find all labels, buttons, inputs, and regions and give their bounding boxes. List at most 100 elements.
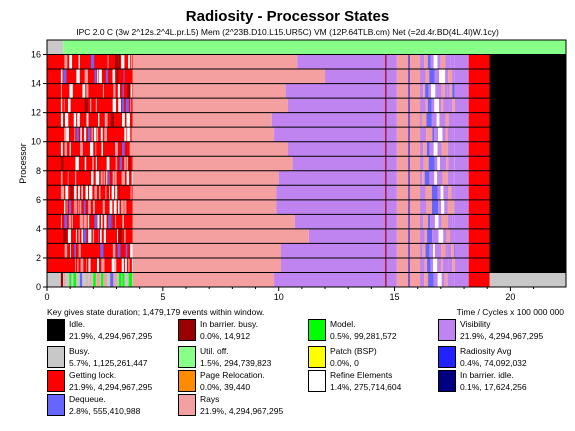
state-segment xyxy=(60,112,64,128)
state-segment xyxy=(429,69,435,84)
state-segment xyxy=(111,257,115,273)
state-segment xyxy=(385,199,387,215)
state-segment xyxy=(90,98,92,113)
state-segment xyxy=(432,228,439,244)
state-segment xyxy=(132,112,272,128)
state-segment xyxy=(425,98,428,113)
state-segment xyxy=(447,272,453,287)
state-segment xyxy=(423,214,429,229)
state-segment xyxy=(132,156,293,171)
state-segment xyxy=(63,199,66,215)
state-segment xyxy=(396,141,421,157)
state-segment xyxy=(441,272,445,287)
state-segment xyxy=(88,257,91,273)
y-tick-label: 14 xyxy=(31,79,41,89)
legend-swatch xyxy=(178,394,196,416)
state-segment xyxy=(130,83,133,99)
state-segment xyxy=(424,257,428,273)
state-segment xyxy=(95,141,97,157)
state-segment xyxy=(431,199,439,215)
state-segment xyxy=(128,257,130,273)
state-segment xyxy=(281,257,397,273)
state-segment xyxy=(130,98,132,113)
state-segment xyxy=(85,257,87,273)
state-segment xyxy=(47,83,133,99)
state-segment xyxy=(396,83,421,99)
state-segment xyxy=(132,199,277,215)
state-segment xyxy=(489,112,566,128)
state-segment xyxy=(127,83,131,99)
state-segment xyxy=(64,141,68,157)
state-segment xyxy=(73,272,77,287)
state-segment xyxy=(452,83,455,99)
state-segment xyxy=(442,170,448,186)
state-segment xyxy=(408,199,410,215)
state-segment xyxy=(47,69,133,84)
state-segment xyxy=(420,199,427,215)
state-segment xyxy=(429,141,434,157)
state-segment xyxy=(449,83,453,99)
state-segment xyxy=(454,214,469,229)
state-segment xyxy=(468,228,490,244)
state-segment xyxy=(408,272,410,287)
state-segment xyxy=(132,228,309,244)
state-segment xyxy=(130,243,133,258)
state-segment xyxy=(385,228,387,244)
state-segment xyxy=(104,112,108,128)
state-segment xyxy=(445,69,449,84)
state-segment xyxy=(439,156,447,171)
x-tick-label: 20 xyxy=(505,292,515,300)
state-segment xyxy=(385,243,387,258)
state-segment xyxy=(87,127,91,142)
state-segment xyxy=(124,228,126,244)
state-segment xyxy=(84,98,88,113)
state-segment xyxy=(64,112,69,128)
state-segment xyxy=(437,170,443,186)
state-segment xyxy=(449,228,455,244)
state-segment xyxy=(454,98,469,113)
state-segment xyxy=(452,127,455,142)
state-segment xyxy=(489,272,566,287)
state-segment xyxy=(112,170,114,186)
state-segment xyxy=(385,214,387,229)
legend-state-value: 0.0%, 14,912 xyxy=(200,331,251,341)
state-segment xyxy=(90,272,92,287)
state-segment xyxy=(468,185,490,200)
x-tick-label: 10 xyxy=(274,292,284,300)
state-segment xyxy=(445,54,451,70)
state-segment xyxy=(434,156,438,171)
state-segment xyxy=(385,257,387,273)
state-segment xyxy=(117,83,120,99)
state-segment xyxy=(453,243,455,258)
state-segment xyxy=(88,228,92,244)
state-segment xyxy=(434,98,439,113)
state-segment xyxy=(285,83,397,99)
state-segment xyxy=(132,141,288,157)
state-segment xyxy=(454,185,469,200)
state-segment xyxy=(73,199,75,215)
state-segment xyxy=(385,272,387,287)
state-segment xyxy=(424,54,428,70)
state-segment xyxy=(92,156,94,171)
state-segment xyxy=(443,228,447,244)
state-segment xyxy=(115,214,117,229)
state-segment xyxy=(447,170,454,186)
state-segment xyxy=(66,127,69,142)
state-segment xyxy=(437,156,440,171)
state-segment xyxy=(396,228,421,244)
state-segment xyxy=(489,185,566,200)
state-segment xyxy=(447,83,450,99)
state-segment xyxy=(435,83,442,99)
state-segment xyxy=(287,141,397,157)
state-segment xyxy=(74,185,77,200)
state-segment xyxy=(74,243,77,258)
state-segment xyxy=(427,228,433,244)
state-segment xyxy=(113,199,117,215)
state-segment xyxy=(114,170,117,186)
state-segment xyxy=(81,228,84,244)
state-segment xyxy=(433,141,438,157)
state-segment xyxy=(294,214,397,229)
state-segment xyxy=(489,69,566,84)
state-segment xyxy=(64,54,68,70)
state-segment xyxy=(97,69,99,84)
